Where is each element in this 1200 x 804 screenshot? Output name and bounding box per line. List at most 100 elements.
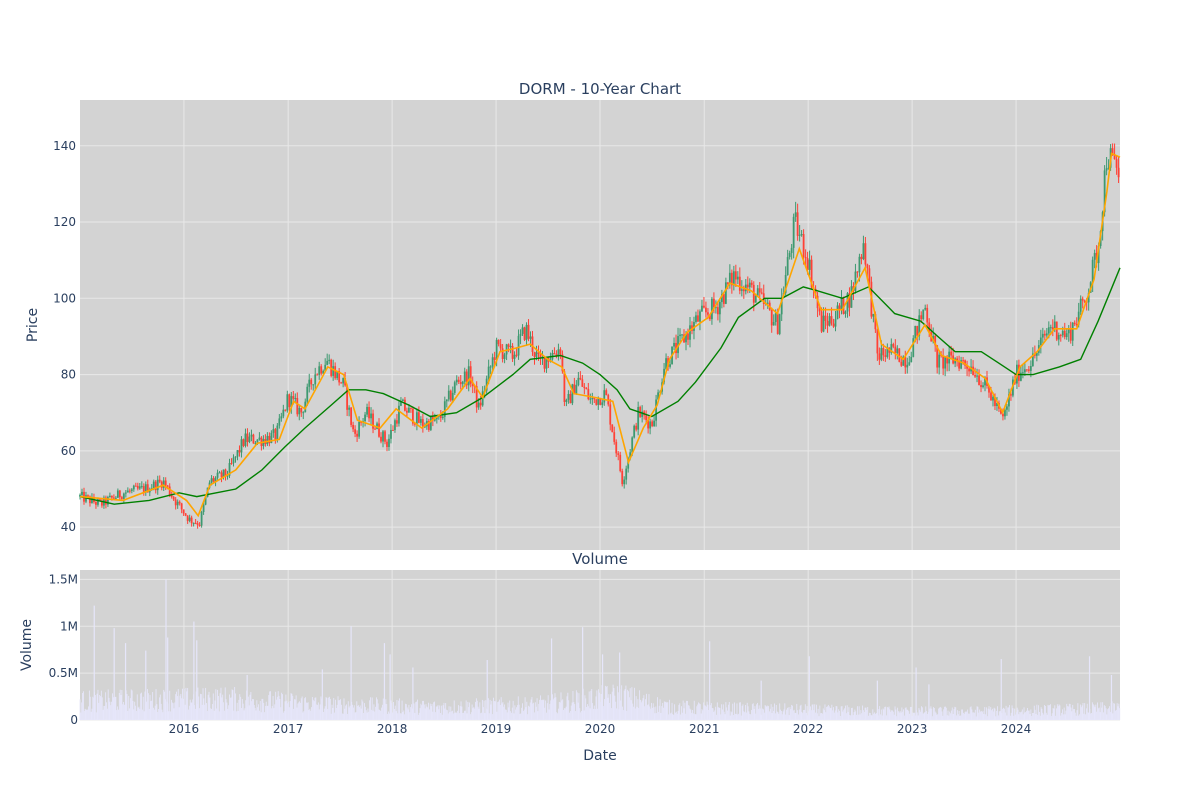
volume-bar (541, 699, 543, 720)
volume-bar (356, 701, 358, 720)
volume-bar (385, 699, 387, 720)
volume-bar (405, 703, 406, 720)
volume-bar (557, 708, 559, 720)
volume-bar (604, 685, 606, 720)
volume-bar (634, 687, 635, 720)
volume-bar (381, 707, 383, 720)
price-candle-body (866, 264, 869, 269)
ma-long-line (79, 267, 1121, 505)
volume-bar (315, 697, 317, 720)
volume-bar (735, 714, 737, 720)
price-candle-body (465, 371, 468, 386)
volume-bar (716, 714, 717, 720)
volume-bar (1036, 704, 1038, 720)
volume-bar (787, 707, 789, 720)
volume-bar (1109, 711, 1111, 720)
price-candle-body (130, 489, 133, 491)
volume-bar (218, 711, 220, 720)
volume-spike-bar (808, 656, 810, 720)
price-candle-body (499, 344, 502, 349)
volume-bar (434, 701, 435, 720)
volume-bar (832, 710, 834, 720)
volume-bar (236, 702, 238, 720)
volume-bar (856, 714, 858, 720)
volume-bar (365, 710, 367, 720)
volume-bar (497, 702, 499, 720)
volume-bar (805, 712, 807, 720)
price-candle-body (824, 315, 827, 321)
volume-bar (342, 713, 344, 720)
volume-bar (1009, 705, 1010, 720)
volume-bar (94, 695, 96, 720)
volume-bar (454, 712, 456, 720)
volume-bar (307, 702, 309, 720)
volume-bar (956, 715, 957, 720)
price-candle-body (637, 407, 640, 430)
volume-bar (845, 705, 846, 720)
volume-bar (411, 704, 412, 720)
price-candle-body (1067, 328, 1070, 334)
volume-bar (946, 715, 948, 720)
volume-bar (92, 696, 94, 720)
volume-bar (459, 706, 461, 720)
volume-bar (1030, 709, 1032, 720)
volume-bar (420, 703, 422, 720)
volume-bar (429, 703, 431, 720)
volume-bar (751, 710, 752, 720)
price-candle-body (876, 329, 879, 354)
volume-bar (791, 704, 793, 720)
price-candle-body (872, 313, 875, 317)
price-candle-body (110, 495, 113, 498)
volume-bar (605, 686, 607, 720)
volume-bar (252, 699, 254, 720)
price-candle-body (1083, 300, 1086, 302)
price-candle-body (565, 399, 568, 402)
volume-bar (985, 707, 987, 720)
price-candle-body (421, 419, 424, 427)
price-candle-body (848, 293, 851, 308)
price-candle-body (742, 289, 745, 292)
price-candle-body (808, 259, 811, 270)
volume-bar (281, 692, 283, 720)
volume-bar (982, 710, 984, 720)
volume-bar (172, 703, 174, 720)
volume-bar (85, 709, 87, 720)
volume-bar (199, 708, 201, 720)
volume-bar (714, 710, 716, 720)
volume-bar (116, 710, 118, 720)
volume-bar (635, 696, 637, 720)
volume-bar (644, 706, 646, 720)
volume-bar (775, 704, 777, 720)
volume-bar (771, 713, 773, 720)
volume-bar (692, 713, 694, 720)
volume-bar (1037, 714, 1039, 720)
volume-bar (475, 698, 477, 720)
volume-bar (1047, 704, 1049, 720)
price-candle-body (290, 396, 293, 408)
volume-bar (253, 705, 255, 720)
price-candle-body (633, 425, 636, 438)
volume-bar (276, 696, 278, 720)
price-candle-body (1057, 334, 1060, 340)
price-candle-body (651, 421, 654, 427)
volume-bar (415, 702, 417, 720)
volume-bar (399, 713, 401, 720)
volume-bar (842, 711, 844, 720)
volume-bar (106, 708, 108, 720)
volume-bar (667, 702, 669, 720)
volume-spike-bar (165, 579, 167, 720)
price-candle-body (218, 472, 221, 474)
volume-bar (580, 712, 582, 720)
volume-bar (1052, 708, 1054, 720)
volume-bar (161, 709, 163, 720)
price-candle-body (942, 356, 945, 369)
volume-bar (282, 712, 284, 720)
volume-bar (815, 704, 817, 720)
price-candle-body (382, 431, 384, 442)
volume-bar (906, 709, 908, 720)
volume-bar (909, 706, 911, 720)
price-candle-body (716, 307, 719, 315)
volume-bar (397, 713, 399, 720)
volume-bar (656, 713, 658, 720)
